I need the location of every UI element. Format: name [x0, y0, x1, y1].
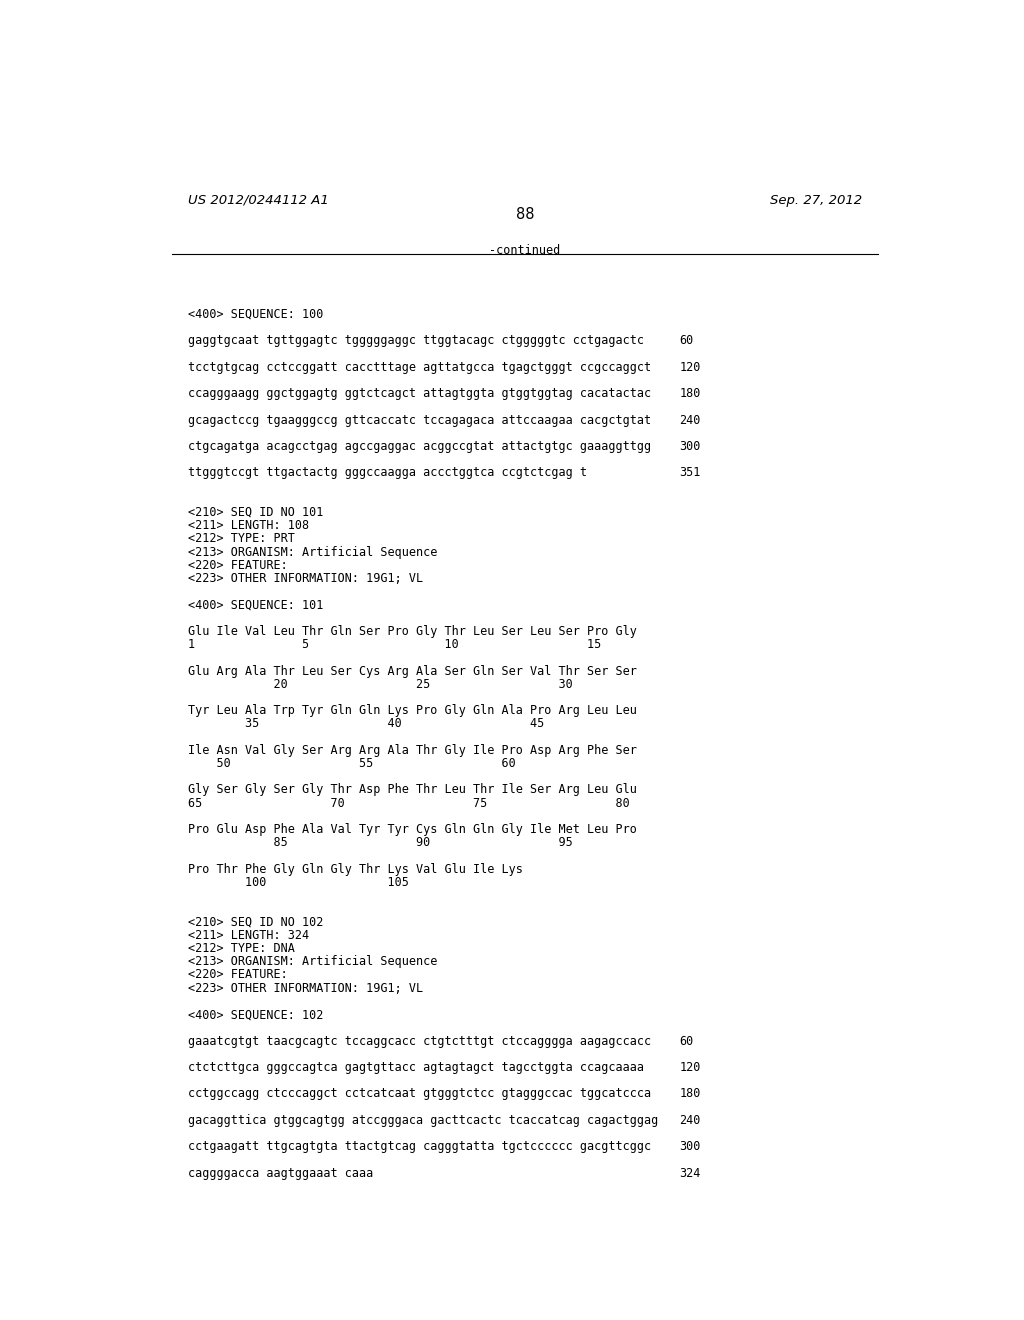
Text: Ile Asn Val Gly Ser Arg Arg Ala Thr Gly Ile Pro Asp Arg Phe Ser: Ile Asn Val Gly Ser Arg Arg Ala Thr Gly … — [187, 744, 636, 756]
Text: US 2012/0244112 A1: US 2012/0244112 A1 — [187, 194, 329, 207]
Text: 300: 300 — [680, 440, 700, 453]
Text: <220> FEATURE:: <220> FEATURE: — [187, 969, 288, 982]
Text: Glu Ile Val Leu Thr Gln Ser Pro Gly Thr Leu Ser Leu Ser Pro Gly: Glu Ile Val Leu Thr Gln Ser Pro Gly Thr … — [187, 624, 636, 638]
Text: Pro Thr Phe Gly Gln Gly Thr Lys Val Glu Ile Lys: Pro Thr Phe Gly Gln Gly Thr Lys Val Glu … — [187, 863, 522, 875]
Text: 20                  25                  30: 20 25 30 — [187, 677, 572, 690]
Text: 351: 351 — [680, 466, 700, 479]
Text: <213> ORGANISM: Artificial Sequence: <213> ORGANISM: Artificial Sequence — [187, 545, 437, 558]
Text: tcctgtgcag cctccggatt cacctttage agttatgcca tgagctgggt ccgccaggct: tcctgtgcag cctccggatt cacctttage agttatg… — [187, 360, 650, 374]
Text: 324: 324 — [680, 1167, 700, 1180]
Text: <223> OTHER INFORMATION: 19G1; VL: <223> OTHER INFORMATION: 19G1; VL — [187, 982, 423, 995]
Text: <400> SEQUENCE: 100: <400> SEQUENCE: 100 — [187, 308, 323, 321]
Text: 1               5                   10                  15: 1 5 10 15 — [187, 638, 601, 651]
Text: ttgggtccgt ttgactactg gggccaagga accctggtca ccgtctcgag t: ttgggtccgt ttgactactg gggccaagga accctgg… — [187, 466, 587, 479]
Text: <212> TYPE: DNA: <212> TYPE: DNA — [187, 942, 294, 956]
Text: gacaggttica gtggcagtgg atccgggaca gacttcactc tcaccatcag cagactggag: gacaggttica gtggcagtgg atccgggaca gacttc… — [187, 1114, 657, 1127]
Text: ctgcagatga acagcctgag agccgaggac acggccgtat attactgtgc gaaaggttgg: ctgcagatga acagcctgag agccgaggac acggccg… — [187, 440, 650, 453]
Text: 240: 240 — [680, 1114, 700, 1127]
Text: <212> TYPE: PRT: <212> TYPE: PRT — [187, 532, 294, 545]
Text: <223> OTHER INFORMATION: 19G1; VL: <223> OTHER INFORMATION: 19G1; VL — [187, 572, 423, 585]
Text: <211> LENGTH: 108: <211> LENGTH: 108 — [187, 519, 308, 532]
Text: ccagggaagg ggctggagtg ggtctcagct attagtggta gtggtggtag cacatactac: ccagggaagg ggctggagtg ggtctcagct attagtg… — [187, 387, 650, 400]
Text: <400> SEQUENCE: 101: <400> SEQUENCE: 101 — [187, 598, 323, 611]
Text: gaggtgcaat tgttggagtc tgggggaggc ttggtacagc ctgggggtc cctgagactc: gaggtgcaat tgttggagtc tgggggaggc ttggtac… — [187, 334, 643, 347]
Text: 60: 60 — [680, 334, 694, 347]
Text: ctctcttgca gggccagtca gagtgttacc agtagtagct tagcctggta ccagcaaaa: ctctcttgca gggccagtca gagtgttacc agtagta… — [187, 1061, 643, 1074]
Text: -continued: -continued — [489, 244, 560, 257]
Text: 120: 120 — [680, 1061, 700, 1074]
Text: Gly Ser Gly Ser Gly Thr Asp Phe Thr Leu Thr Ile Ser Arg Leu Glu: Gly Ser Gly Ser Gly Thr Asp Phe Thr Leu … — [187, 784, 636, 796]
Text: <210> SEQ ID NO 101: <210> SEQ ID NO 101 — [187, 506, 323, 519]
Text: 50                  55                  60: 50 55 60 — [187, 758, 515, 770]
Text: Pro Glu Asp Phe Ala Val Tyr Tyr Cys Gln Gln Gly Ile Met Leu Pro: Pro Glu Asp Phe Ala Val Tyr Tyr Cys Gln … — [187, 824, 636, 836]
Text: 300: 300 — [680, 1140, 700, 1154]
Text: 180: 180 — [680, 387, 700, 400]
Text: cctgaagatt ttgcagtgta ttactgtcag cagggtatta tgctcccccc gacgttcggc: cctgaagatt ttgcagtgta ttactgtcag cagggta… — [187, 1140, 650, 1154]
Text: 180: 180 — [680, 1088, 700, 1101]
Text: <211> LENGTH: 324: <211> LENGTH: 324 — [187, 929, 308, 942]
Text: caggggacca aagtggaaat caaa: caggggacca aagtggaaat caaa — [187, 1167, 373, 1180]
Text: 120: 120 — [680, 360, 700, 374]
Text: Glu Arg Ala Thr Leu Ser Cys Arg Ala Ser Gln Ser Val Thr Ser Ser: Glu Arg Ala Thr Leu Ser Cys Arg Ala Ser … — [187, 664, 636, 677]
Text: 85                  90                  95: 85 90 95 — [187, 837, 572, 849]
Text: 240: 240 — [680, 413, 700, 426]
Text: 60: 60 — [680, 1035, 694, 1048]
Text: 65                  70                  75                  80: 65 70 75 80 — [187, 797, 630, 809]
Text: gaaatcgtgt taacgcagtc tccaggcacc ctgtctttgt ctccagggga aagagccacc: gaaatcgtgt taacgcagtc tccaggcacc ctgtctt… — [187, 1035, 650, 1048]
Text: <210> SEQ ID NO 102: <210> SEQ ID NO 102 — [187, 916, 323, 928]
Text: <213> ORGANISM: Artificial Sequence: <213> ORGANISM: Artificial Sequence — [187, 956, 437, 969]
Text: <400> SEQUENCE: 102: <400> SEQUENCE: 102 — [187, 1008, 323, 1022]
Text: gcagactccg tgaagggccg gttcaccatc tccagagaca attccaagaa cacgctgtat: gcagactccg tgaagggccg gttcaccatc tccagag… — [187, 413, 650, 426]
Text: Tyr Leu Ala Trp Tyr Gln Gln Lys Pro Gly Gln Ala Pro Arg Leu Leu: Tyr Leu Ala Trp Tyr Gln Gln Lys Pro Gly … — [187, 704, 636, 717]
Text: 100                 105: 100 105 — [187, 876, 409, 888]
Text: 35                  40                  45: 35 40 45 — [187, 718, 544, 730]
Text: cctggccagg ctcccaggct cctcatcaat gtgggtctcc gtagggccac tggcatccca: cctggccagg ctcccaggct cctcatcaat gtgggtc… — [187, 1088, 650, 1101]
Text: Sep. 27, 2012: Sep. 27, 2012 — [770, 194, 862, 207]
Text: 88: 88 — [515, 207, 535, 222]
Text: <220> FEATURE:: <220> FEATURE: — [187, 558, 288, 572]
